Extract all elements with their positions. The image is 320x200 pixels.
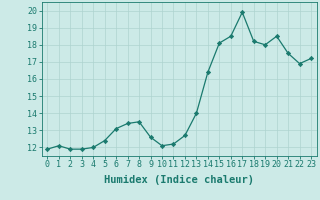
X-axis label: Humidex (Indice chaleur): Humidex (Indice chaleur)	[104, 175, 254, 185]
